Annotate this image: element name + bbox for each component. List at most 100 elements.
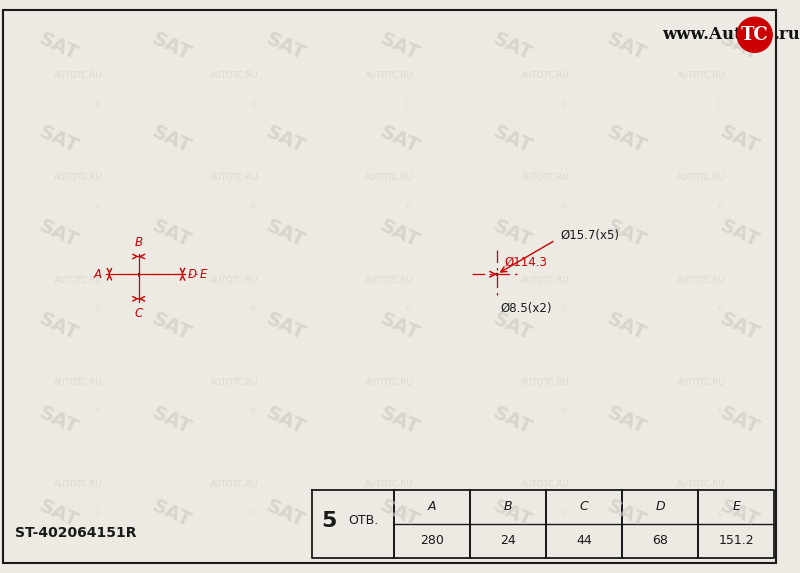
Text: ©: © — [561, 204, 568, 210]
Text: AUTOTC.RU: AUTOTC.RU — [54, 71, 102, 80]
Text: SAT: SAT — [36, 29, 81, 64]
Text: AUTOTC.RU: AUTOTC.RU — [521, 480, 570, 489]
Text: SAT: SAT — [263, 403, 308, 438]
Text: ©: © — [561, 102, 568, 108]
Text: SAT: SAT — [718, 216, 762, 251]
Text: SAT: SAT — [263, 29, 308, 64]
Text: AUTOTC.RU: AUTOTC.RU — [54, 276, 102, 285]
Text: SAT: SAT — [604, 216, 649, 251]
Text: D: D — [655, 500, 665, 513]
Text: SAT: SAT — [377, 123, 422, 157]
Text: ©: © — [250, 409, 257, 415]
Text: SAT: SAT — [604, 497, 649, 531]
Text: Ø114.3: Ø114.3 — [505, 256, 548, 269]
Text: D: D — [187, 268, 196, 281]
Text: B: B — [134, 236, 142, 249]
Text: A: A — [94, 268, 102, 281]
Text: SAT: SAT — [150, 497, 194, 531]
Circle shape — [737, 17, 772, 52]
Text: ©: © — [717, 102, 724, 108]
Text: ©: © — [717, 409, 724, 415]
Text: 44: 44 — [576, 534, 592, 547]
Text: SAT: SAT — [490, 216, 535, 251]
Text: SAT: SAT — [490, 309, 535, 344]
Text: Ø8.5(x2): Ø8.5(x2) — [500, 302, 551, 315]
Text: AUTOTC.RU: AUTOTC.RU — [677, 276, 726, 285]
Text: SAT: SAT — [490, 403, 535, 438]
Text: ©: © — [94, 409, 101, 415]
Text: ©: © — [406, 102, 413, 108]
Text: AUTOTC.RU: AUTOTC.RU — [366, 276, 414, 285]
Text: AUTOTC.RU: AUTOTC.RU — [366, 480, 414, 489]
Text: AUTOTC.RU: AUTOTC.RU — [366, 378, 414, 387]
Text: AUTOTC.RU: AUTOTC.RU — [210, 378, 258, 387]
Text: AUTOTC.RU: AUTOTC.RU — [677, 174, 726, 182]
Text: B: B — [504, 500, 513, 513]
Text: AUTOTC.RU: AUTOTC.RU — [54, 378, 102, 387]
Text: ©: © — [561, 409, 568, 415]
Text: ©: © — [250, 511, 257, 517]
Text: E: E — [200, 268, 207, 281]
Text: SAT: SAT — [377, 216, 422, 251]
Text: AUTOTC.RU: AUTOTC.RU — [54, 174, 102, 182]
Text: SAT: SAT — [490, 123, 535, 157]
Text: SAT: SAT — [604, 123, 649, 157]
Text: Ø15.7(x5): Ø15.7(x5) — [560, 229, 619, 242]
Text: SAT: SAT — [604, 29, 649, 64]
Text: AUTOTC.RU: AUTOTC.RU — [210, 480, 258, 489]
Text: A: A — [428, 500, 437, 513]
Text: SAT: SAT — [718, 309, 762, 344]
Text: ©: © — [717, 511, 724, 517]
Text: SAT: SAT — [718, 123, 762, 157]
Text: SAT: SAT — [604, 403, 649, 438]
Text: ©: © — [717, 204, 724, 210]
Text: E: E — [732, 500, 740, 513]
Text: ©: © — [406, 204, 413, 210]
Text: TC: TC — [741, 26, 769, 44]
Text: AUTOTC.RU: AUTOTC.RU — [521, 174, 570, 182]
Text: AUTOTC.RU: AUTOTC.RU — [677, 480, 726, 489]
Text: ©: © — [94, 511, 101, 517]
Text: ©: © — [406, 409, 413, 415]
Text: SAT: SAT — [604, 309, 649, 344]
Text: ©: © — [717, 307, 724, 312]
Text: SAT: SAT — [490, 29, 535, 64]
Text: C: C — [580, 500, 589, 513]
Text: 24: 24 — [501, 534, 516, 547]
Text: C: C — [134, 307, 142, 320]
Text: ©: © — [94, 204, 101, 210]
Text: ©: © — [94, 102, 101, 108]
Text: SAT: SAT — [36, 309, 81, 344]
Text: ©: © — [250, 102, 257, 108]
Text: 280: 280 — [420, 534, 444, 547]
Text: SAT: SAT — [377, 403, 422, 438]
Text: SAT: SAT — [377, 309, 422, 344]
Text: ОТВ.: ОТВ. — [349, 514, 379, 527]
Text: 151.2: 151.2 — [718, 534, 754, 547]
Text: SAT: SAT — [150, 216, 194, 251]
Text: ©: © — [561, 511, 568, 517]
Text: SAT: SAT — [263, 123, 308, 157]
Text: AUTOTC.RU: AUTOTC.RU — [366, 174, 414, 182]
Text: AUTOTC.RU: AUTOTC.RU — [677, 71, 726, 80]
Text: SAT: SAT — [263, 216, 308, 251]
Text: ©: © — [561, 307, 568, 312]
Text: AUTOTC.RU: AUTOTC.RU — [210, 276, 258, 285]
Text: SAT: SAT — [490, 497, 535, 531]
Text: SAT: SAT — [36, 497, 81, 531]
Text: SAT: SAT — [377, 497, 422, 531]
Text: AUTOTC.RU: AUTOTC.RU — [54, 480, 102, 489]
Text: AUTOTC.RU: AUTOTC.RU — [210, 71, 258, 80]
Text: SAT: SAT — [150, 29, 194, 64]
Text: SAT: SAT — [36, 123, 81, 157]
Text: ST-402064151R: ST-402064151R — [14, 527, 136, 540]
Text: www.Auto: www.Auto — [662, 26, 753, 44]
Text: ©: © — [406, 511, 413, 517]
Text: AUTOTC.RU: AUTOTC.RU — [366, 71, 414, 80]
Text: ©: © — [94, 307, 101, 312]
Text: AUTOTC.RU: AUTOTC.RU — [677, 378, 726, 387]
Text: SAT: SAT — [263, 309, 308, 344]
Text: SAT: SAT — [377, 29, 422, 64]
Text: SAT: SAT — [150, 123, 194, 157]
Text: .ru: .ru — [774, 26, 800, 44]
